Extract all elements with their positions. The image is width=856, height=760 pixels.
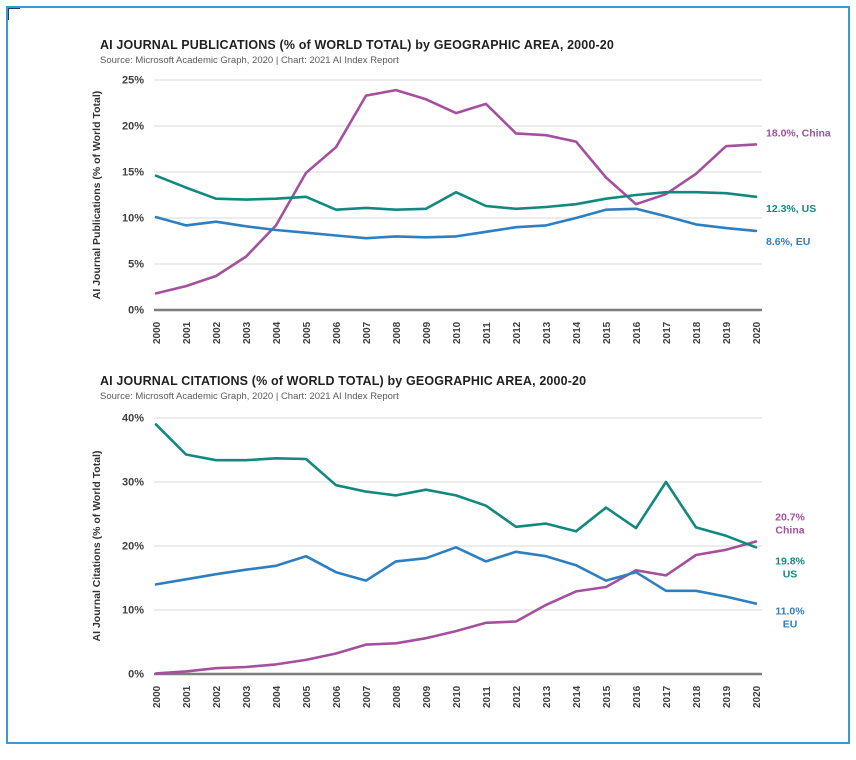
x-tick-label: 2001 [182,685,193,708]
citations-chart-section: AI JOURNAL CITATIONS (% of WORLD TOTAL) … [8,374,848,728]
y-axis-title: AI Journal Publications (% of World Tota… [91,91,103,299]
x-tick-label: 2009 [422,685,433,708]
y-tick-label: 0% [128,669,144,681]
series-end-label-us: 12.3%, US [766,203,816,215]
series-end-label-eu: 11.0% EU [775,606,805,631]
y-tick-label: 15% [122,167,144,179]
y-tick-label: 20% [122,121,144,133]
x-tick-label: 2013 [542,685,553,708]
series-line-us [154,423,758,549]
x-tick-label: 2001 [182,321,193,344]
citations-chart-source: Source: Microsoft Academic Graph, 2020 |… [100,391,399,402]
publications-chart-section: AI JOURNAL PUBLICATIONS (% of WORLD TOTA… [8,38,848,360]
series-line-china [154,88,758,295]
y-axis-title: AI Journal Citations (% of World Total) [91,451,103,642]
series-end-label-us: 19.8% US [775,555,805,580]
citations-chart-title: AI JOURNAL CITATIONS (% of WORLD TOTAL) … [100,374,587,388]
publications-chart-source: Source: Microsoft Academic Graph, 2020 |… [100,55,399,66]
x-tick-label: 2017 [662,321,673,344]
x-tick-label: 2002 [212,685,223,708]
x-tick-label: 2004 [272,321,283,344]
x-tick-label: 2020 [752,685,763,708]
x-tick-label: 2005 [302,321,313,344]
citations-line-chart: 0% 10% 20% 30% 40% 2000 2001 2002 2003 2004 2005 20… [91,413,806,709]
x-tick-label: 2018 [692,321,703,344]
x-tick-label: 2003 [242,321,253,344]
x-tick-label: 2015 [602,321,613,344]
series-end-label-china: 20.7% China [775,512,805,537]
x-tick-label: 2016 [632,685,643,708]
x-tick-label: 2011 [482,322,493,344]
series-line-eu [154,207,758,240]
y-tick-label: 40% [122,413,144,425]
series-end-label-eu: 8.6%, EU [766,236,810,248]
x-tick-label: 2007 [362,321,373,344]
publications-chart-title: AI JOURNAL PUBLICATIONS (% of WORLD TOTA… [100,38,615,52]
x-tick-label: 2011 [482,686,493,708]
x-tick-label: 2018 [692,685,703,708]
x-tick-label: 2019 [722,685,733,708]
x-tick-label: 2006 [332,321,343,344]
series-line-china [154,540,758,675]
y-tick-label: 10% [122,213,144,225]
report-page: AI JOURNAL PUBLICATIONS (% of WORLD TOTA… [6,6,850,744]
y-tick-label: 25% [122,75,144,87]
y-tick-label: 10% [122,605,144,617]
y-tick-label: 20% [122,541,144,553]
x-tick-label: 2003 [242,685,253,708]
x-tick-label: 2017 [662,685,673,708]
x-tick-label: 2008 [392,321,403,344]
x-tick-label: 2008 [392,685,403,708]
y-tick-label: 30% [122,477,144,489]
y-tick-label: 0% [128,305,144,317]
x-tick-label: 2012 [512,685,523,708]
x-tick-label: 2019 [722,321,733,344]
x-tick-label: 2010 [452,321,463,344]
y-tick-label: 5% [128,259,144,271]
publications-line-chart: 0% 5% 10% 15% 20% 25% 2000 2001 2002 2003 2004 2005… [91,75,831,345]
x-tick-label: 2014 [572,685,583,708]
x-tick-label: 2010 [452,685,463,708]
x-tick-label: 2015 [602,685,613,708]
x-tick-label: 2006 [332,685,343,708]
x-tick-label: 2016 [632,321,643,344]
series-end-label-china: 18.0%, China [766,127,831,139]
page-corner-accent [8,8,20,20]
x-tick-label: 2004 [272,685,283,708]
x-tick-label: 2000 [152,685,163,708]
x-tick-label: 2009 [422,321,433,344]
x-tick-label: 2020 [752,321,763,344]
series-line-us [154,174,758,211]
x-tick-label: 2014 [572,321,583,344]
x-tick-label: 2007 [362,685,373,708]
x-tick-label: 2002 [212,321,223,344]
series-line-eu [154,546,758,605]
x-tick-label: 2013 [542,321,553,344]
x-tick-label: 2005 [302,685,313,708]
x-tick-label: 2000 [152,321,163,344]
x-tick-label: 2012 [512,321,523,344]
